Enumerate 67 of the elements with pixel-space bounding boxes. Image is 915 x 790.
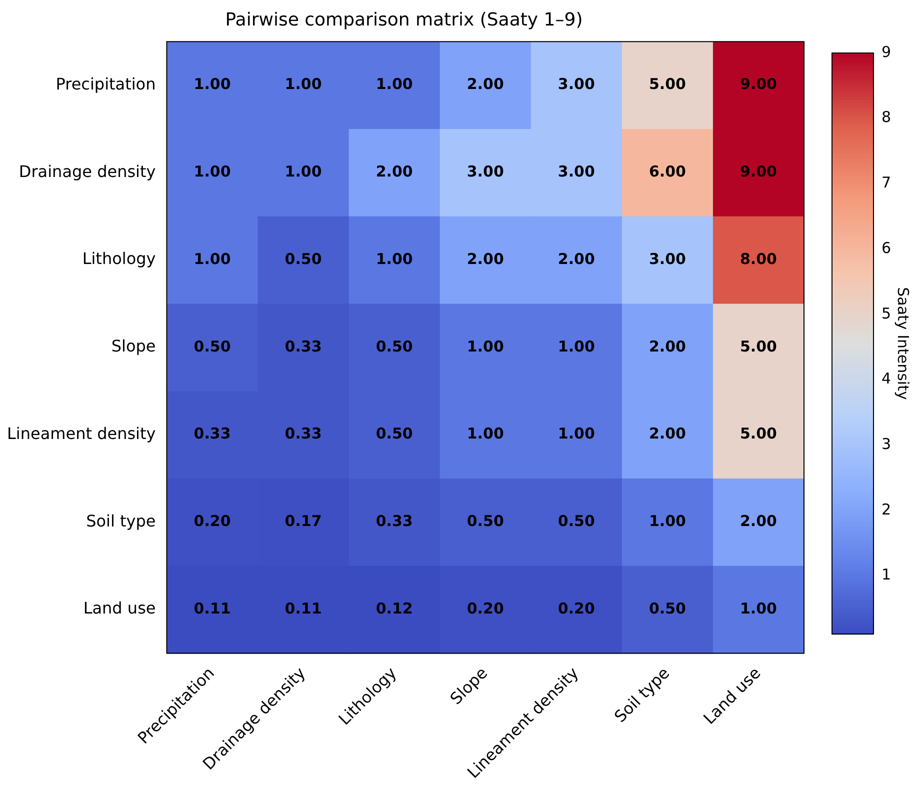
data-label: 0.33 — [284, 424, 322, 443]
data-label: 2.00 — [648, 424, 686, 443]
data-label: 1.00 — [194, 75, 231, 94]
data-label: 0.33 — [284, 337, 322, 356]
data-label: 1.00 — [466, 337, 504, 356]
color-bar-label: 3 — [882, 435, 892, 454]
y-tick-label: Slope — [111, 336, 156, 356]
data-label: 1.00 — [284, 162, 322, 181]
color-bar-label: 9 — [882, 42, 892, 61]
data-label: 6.00 — [648, 162, 686, 181]
data-label: 0.50 — [376, 337, 413, 356]
y-tick-label: Soil type — [86, 511, 156, 530]
data-label: 1.00 — [558, 337, 595, 356]
color-bar-label: 5 — [882, 304, 892, 322]
y-tick-label: Precipitation — [56, 74, 156, 94]
data-label: 0.50 — [466, 512, 504, 530]
data-label: 2.00 — [376, 162, 413, 181]
color-bar-label: 6 — [882, 238, 892, 257]
data-label: 5.00 — [740, 337, 777, 356]
data-label: 3.00 — [558, 162, 595, 181]
data-label: 0.50 — [194, 337, 231, 356]
data-label: 1.00 — [376, 75, 413, 94]
data-label: 3.00 — [466, 162, 504, 181]
data-label: 2.00 — [558, 250, 595, 268]
data-label: 1.00 — [376, 250, 413, 268]
data-label: 1.00 — [740, 599, 777, 618]
data-label: 0.20 — [194, 512, 231, 530]
data-label: 5.00 — [740, 424, 777, 443]
data-label: 0.20 — [466, 599, 504, 618]
color-bar-label: 1 — [882, 566, 892, 584]
data-label: 0.50 — [284, 250, 322, 268]
data-label: 0.50 — [376, 424, 413, 443]
color-bar-label: 2 — [882, 500, 892, 518]
data-label: 3.00 — [558, 75, 595, 94]
data-label: 0.11 — [284, 599, 322, 618]
data-label: 9.00 — [740, 162, 777, 181]
data-label: 1.00 — [284, 75, 322, 94]
data-label: 1.00 — [648, 512, 686, 530]
data-label: 1.00 — [466, 424, 504, 443]
data-label: 2.00 — [466, 250, 504, 268]
data-label: 8.00 — [740, 250, 777, 268]
data-label: 1.00 — [194, 250, 231, 268]
data-label: 3.00 — [648, 250, 686, 268]
data-label: 0.20 — [558, 599, 595, 618]
data-label: 0.17 — [284, 512, 322, 530]
data-label: 1.00 — [194, 162, 231, 181]
data-label: 0.50 — [558, 512, 595, 530]
chart-title: Pairwise comparison matrix (Saaty 1–9) — [225, 9, 583, 30]
y-tick-label: Lineament density — [6, 424, 156, 443]
data-label: 0.50 — [648, 599, 686, 618]
color-bar-label: 4 — [882, 370, 892, 388]
y-tick-label: Drainage density — [18, 162, 156, 181]
data-label: 2.00 — [648, 337, 686, 356]
y-tick-label: Lithology — [82, 249, 156, 268]
data-label: 0.11 — [194, 599, 231, 618]
data-label: 0.33 — [194, 424, 231, 443]
data-label: 1.00 — [558, 424, 595, 443]
color-bar-label: 8 — [882, 108, 892, 126]
data-label: 0.12 — [376, 599, 413, 618]
data-label: 2.00 — [740, 512, 777, 530]
data-label: 0.33 — [376, 512, 413, 530]
color-bar-label: 7 — [882, 174, 892, 192]
data-label: 2.00 — [466, 75, 504, 94]
color-bar-title: Saaty Intensity — [894, 287, 912, 400]
data-label: 5.00 — [648, 75, 686, 94]
data-label: 9.00 — [740, 75, 777, 94]
y-tick-label: Land use — [83, 598, 156, 618]
